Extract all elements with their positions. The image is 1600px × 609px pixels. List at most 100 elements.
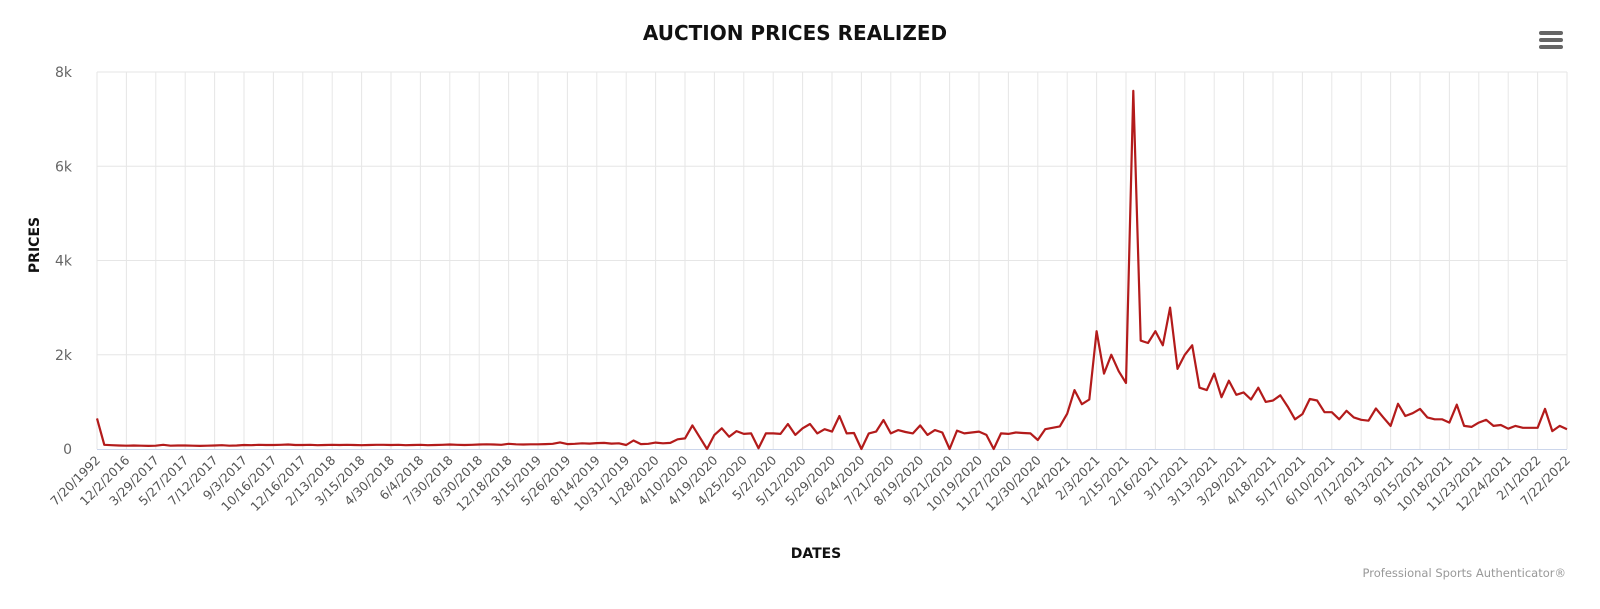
data-point[interactable]: [821, 425, 829, 433]
data-point[interactable]: [1563, 425, 1571, 433]
data-point[interactable]: [159, 441, 167, 449]
data-point[interactable]: [1497, 421, 1505, 429]
data-point[interactable]: [1151, 327, 1159, 335]
data-point[interactable]: [1512, 422, 1520, 430]
data-point[interactable]: [1240, 388, 1248, 396]
data-point[interactable]: [1365, 417, 1373, 425]
data-point[interactable]: [1100, 370, 1108, 378]
data-point[interactable]: [225, 442, 233, 450]
data-point[interactable]: [387, 441, 395, 449]
data-point[interactable]: [799, 424, 807, 432]
data-point[interactable]: [431, 441, 439, 449]
data-point[interactable]: [1313, 396, 1321, 404]
data-point[interactable]: [1438, 415, 1446, 423]
data-point[interactable]: [637, 440, 645, 448]
data-point[interactable]: [1423, 413, 1431, 421]
data-point[interactable]: [1137, 337, 1145, 345]
data-point[interactable]: [1526, 424, 1534, 432]
data-point[interactable]: [953, 427, 961, 435]
data-point[interactable]: [130, 441, 138, 449]
data-point[interactable]: [997, 429, 1005, 437]
data-point[interactable]: [468, 441, 476, 449]
data-point[interactable]: [1291, 415, 1299, 423]
data-point[interactable]: [321, 441, 329, 449]
data-point[interactable]: [1232, 391, 1240, 399]
data-point[interactable]: [703, 445, 711, 453]
data-point[interactable]: [1203, 386, 1211, 394]
data-point[interactable]: [777, 430, 785, 438]
data-point[interactable]: [924, 431, 932, 439]
data-point[interactable]: [314, 441, 322, 449]
data-point[interactable]: [688, 421, 696, 429]
data-point[interactable]: [269, 441, 277, 449]
menu-button[interactable]: [1532, 26, 1570, 54]
data-point[interactable]: [1004, 430, 1012, 438]
data-point[interactable]: [416, 441, 424, 449]
data-point[interactable]: [174, 441, 182, 449]
data-point[interactable]: [453, 441, 461, 449]
data-point[interactable]: [1056, 422, 1064, 430]
data-point[interactable]: [1225, 377, 1233, 385]
data-point[interactable]: [1298, 410, 1306, 418]
data-point[interactable]: [762, 429, 770, 437]
data-point[interactable]: [894, 426, 902, 434]
data-point[interactable]: [755, 444, 763, 452]
data-point[interactable]: [1166, 304, 1174, 312]
data-point[interactable]: [167, 442, 175, 450]
data-point[interactable]: [446, 441, 454, 449]
data-point[interactable]: [1445, 419, 1453, 427]
data-point[interactable]: [747, 429, 755, 437]
data-point[interactable]: [843, 429, 851, 437]
data-point[interactable]: [100, 441, 108, 449]
series-line[interactable]: [95, 89, 1568, 451]
data-point[interactable]: [681, 434, 689, 442]
data-point[interactable]: [196, 442, 204, 450]
data-point[interactable]: [1519, 424, 1527, 432]
data-point[interactable]: [108, 441, 116, 449]
data-point[interactable]: [556, 438, 564, 446]
data-point[interactable]: [1431, 415, 1439, 423]
data-point[interactable]: [1085, 396, 1093, 404]
data-point[interactable]: [115, 441, 123, 449]
data-point[interactable]: [306, 441, 314, 449]
data-point[interactable]: [1159, 341, 1167, 349]
data-point[interactable]: [93, 414, 101, 422]
data-point[interactable]: [916, 421, 924, 429]
data-point[interactable]: [1188, 341, 1196, 349]
data-point[interactable]: [1453, 401, 1461, 409]
data-point[interactable]: [1071, 386, 1079, 394]
data-point[interactable]: [1210, 370, 1218, 378]
data-point[interactable]: [299, 441, 307, 449]
data-point[interactable]: [1026, 429, 1034, 437]
data-point[interactable]: [1504, 425, 1512, 433]
data-point[interactable]: [1041, 425, 1049, 433]
data-point[interactable]: [630, 437, 638, 445]
data-point[interactable]: [137, 442, 145, 450]
data-point[interactable]: [982, 431, 990, 439]
data-point[interactable]: [189, 442, 197, 450]
data-point[interactable]: [380, 441, 388, 449]
data-point[interactable]: [902, 428, 910, 436]
data-point[interactable]: [1467, 423, 1475, 431]
data-point[interactable]: [1063, 410, 1071, 418]
data-point[interactable]: [1019, 429, 1027, 437]
data-point[interactable]: [1460, 422, 1468, 430]
data-point[interactable]: [578, 439, 586, 447]
data-point[interactable]: [541, 440, 549, 448]
data-point[interactable]: [593, 439, 601, 447]
data-point[interactable]: [277, 441, 285, 449]
data-point[interactable]: [968, 429, 976, 437]
data-point[interactable]: [1416, 405, 1424, 413]
data-point[interactable]: [850, 429, 858, 437]
data-point[interactable]: [879, 416, 887, 424]
data-point[interactable]: [461, 441, 469, 449]
data-point[interactable]: [1196, 384, 1204, 392]
data-point[interactable]: [483, 440, 491, 448]
data-point[interactable]: [497, 441, 505, 449]
data-point[interactable]: [1394, 400, 1402, 408]
data-point[interactable]: [505, 440, 513, 448]
data-point[interactable]: [909, 429, 917, 437]
data-point[interactable]: [1320, 408, 1328, 416]
data-point[interactable]: [1122, 379, 1130, 387]
data-point[interactable]: [233, 441, 241, 449]
